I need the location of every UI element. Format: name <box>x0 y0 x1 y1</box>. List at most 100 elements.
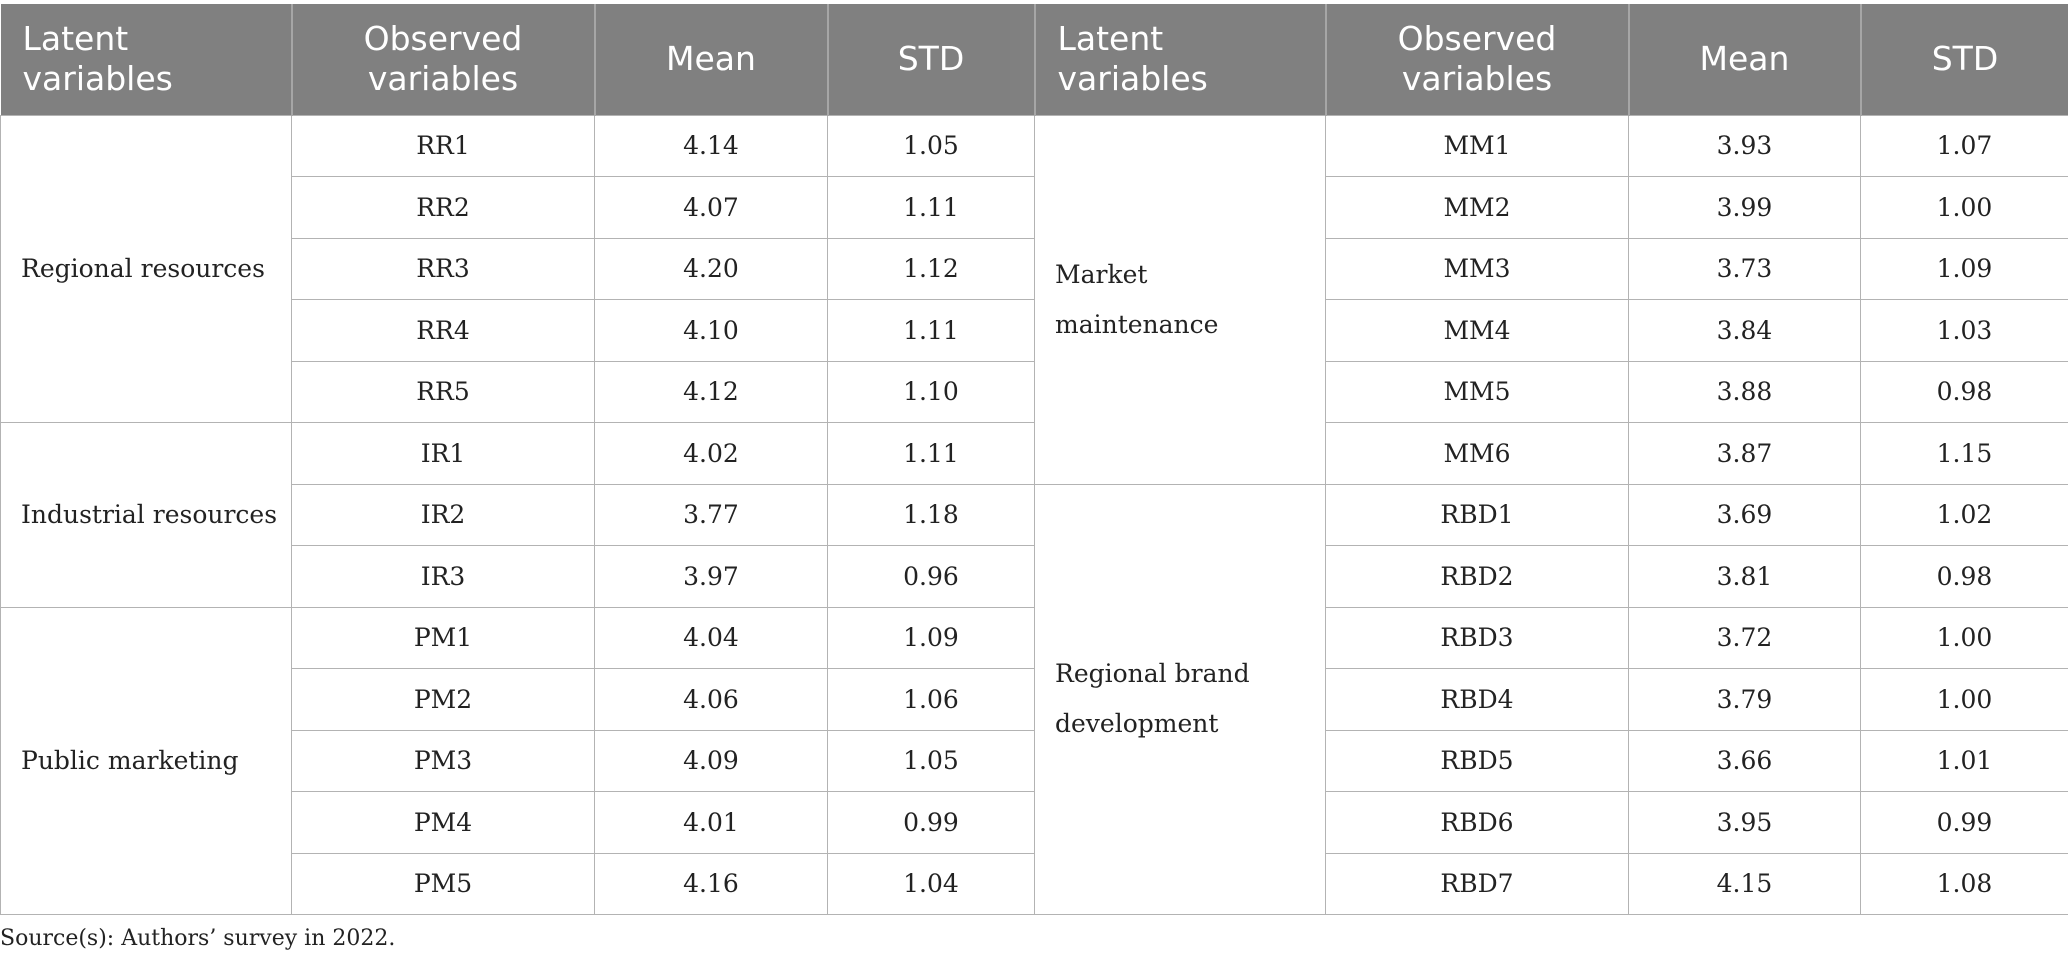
mean-cell: 3.77 <box>594 483 828 546</box>
std-cell: 1.00 <box>1860 606 2068 669</box>
std-cell: 1.00 <box>1860 176 2068 239</box>
table-row: RR2 4.07 1.11 MM2 3.99 1.00 <box>1 176 2068 239</box>
latent-variable-cell: Industrial resources <box>0 422 292 608</box>
std-cell: 1.05 <box>827 729 1035 792</box>
mean-cell: 3.88 <box>1628 360 1861 423</box>
mean-cell: 3.99 <box>1628 176 1861 239</box>
mean-cell: 4.06 <box>594 668 828 731</box>
std-cell: 0.99 <box>1860 791 2068 854</box>
latent-variable-cell: Regional brand development <box>1034 483 1326 915</box>
table-row: Public marketing PM1 4.04 1.09 RBD3 3.72 1.00 <box>0 606 2068 915</box>
mean-cell: 4.16 <box>594 852 828 915</box>
std-cell: 1.11 <box>827 422 1035 485</box>
observed-variable-cell: PM1 <box>291 606 595 669</box>
observed-variable-cell: MM1 <box>1325 114 1629 177</box>
mean-cell: 3.95 <box>1628 791 1861 854</box>
observed-variable-cell: PM2 <box>291 668 595 731</box>
observed-variable-cell: MM5 <box>1325 360 1629 423</box>
table-row: RR4 4.10 1.11 MM4 3.84 1.03 <box>1 299 2068 362</box>
mean-cell: 4.01 <box>594 791 828 854</box>
std-cell: 1.10 <box>827 360 1035 423</box>
observed-variable-cell: RBD1 <box>1325 483 1629 546</box>
std-cell: 1.05 <box>827 114 1035 177</box>
observed-variable-cell: RBD6 <box>1325 791 1629 854</box>
std-cell: 1.09 <box>1860 237 2068 300</box>
observed-variable-cell: IR1 <box>291 422 595 485</box>
latent-variable-cell: Market maintenance <box>1034 114 1326 485</box>
latent-variable-cell: Regional resources <box>0 114 292 423</box>
table-row: PM3 4.09 1.05 RBD5 3.66 1.01 <box>1 729 2068 792</box>
observed-variable-cell: RR1 <box>291 114 595 177</box>
table-row: IR3 3.97 0.96 RBD2 3.81 0.98 <box>1 545 2068 608</box>
std-cell: 1.08 <box>1860 852 2068 915</box>
observed-variable-cell: RR4 <box>291 299 595 362</box>
table-header: Latent variables Observed variables Mean… <box>0 4 2068 115</box>
std-cell: 1.02 <box>1860 483 2068 546</box>
header-latent-variables-left: Latent variables <box>0 4 293 115</box>
observed-variable-cell: RR2 <box>291 176 595 239</box>
mean-cell: 4.14 <box>594 114 828 177</box>
mean-cell: 4.10 <box>594 299 828 362</box>
header-observed-variables-right: Observed variables <box>1325 4 1630 115</box>
std-cell: 1.04 <box>827 852 1035 915</box>
observed-variable-cell: PM5 <box>291 852 595 915</box>
mean-cell: 4.15 <box>1628 852 1861 915</box>
mean-cell: 3.69 <box>1628 483 1861 546</box>
table-row: IR2 3.77 1.18 Regional brand development RBD… <box>1 483 2068 915</box>
statistics-table: Latent variables Observed variables Mean… <box>0 4 2068 915</box>
mean-cell: 3.66 <box>1628 729 1861 792</box>
observed-variable-cell: RBD5 <box>1325 729 1629 792</box>
std-cell: 0.98 <box>1860 360 2068 423</box>
table-row: Industrial resources IR1 4.02 1.11 MM6 3.87 1.… <box>0 422 2068 608</box>
observed-variable-cell: RBD7 <box>1325 852 1629 915</box>
mean-cell: 4.02 <box>594 422 828 485</box>
mean-cell: 3.79 <box>1628 668 1861 731</box>
std-cell: 0.96 <box>827 545 1035 608</box>
header-row: Latent variables Observed variables Mean… <box>0 4 2068 115</box>
std-cell: 0.99 <box>827 791 1035 854</box>
latent-variable-cell: Public marketing <box>0 606 292 915</box>
observed-variable-cell: PM4 <box>291 791 595 854</box>
header-observed-variables-left: Observed variables <box>291 4 596 115</box>
std-cell: 1.00 <box>1860 668 2068 731</box>
mean-cell: 3.97 <box>594 545 828 608</box>
observed-variable-cell: MM2 <box>1325 176 1629 239</box>
header-mean-right: Mean <box>1628 4 1862 115</box>
table-row: PM4 4.01 0.99 RBD6 3.95 0.99 <box>1 791 2068 854</box>
mean-cell: 3.84 <box>1628 299 1861 362</box>
std-cell: 1.07 <box>1860 114 2068 177</box>
mean-cell: 4.20 <box>594 237 828 300</box>
mean-cell: 3.72 <box>1628 606 1861 669</box>
std-cell: 1.15 <box>1860 422 2068 485</box>
observed-variable-cell: RBD3 <box>1325 606 1629 669</box>
table-row: Regional resources RR1 4.14 1.05 Market main… <box>0 114 2068 485</box>
table-row: PM5 4.16 1.04 RBD7 4.15 1.08 <box>1 852 2068 915</box>
std-cell: 1.12 <box>827 237 1035 300</box>
std-cell: 1.03 <box>1860 299 2068 362</box>
table-row: PM2 4.06 1.06 RBD4 3.79 1.00 <box>1 668 2068 731</box>
mean-cell: 3.93 <box>1628 114 1861 177</box>
std-cell: 1.06 <box>827 668 1035 731</box>
observed-variable-cell: MM3 <box>1325 237 1629 300</box>
observed-variable-cell: MM6 <box>1325 422 1629 485</box>
std-cell: 1.11 <box>827 299 1035 362</box>
header-std-right: STD <box>1860 4 2068 115</box>
std-cell: 0.98 <box>1860 545 2068 608</box>
mean-cell: 4.09 <box>594 729 828 792</box>
source-note: Source(s): Authors’ survey in 2022. <box>0 926 396 951</box>
observed-variable-cell: RBD2 <box>1325 545 1629 608</box>
observed-variable-cell: RBD4 <box>1325 668 1629 731</box>
observed-variable-cell: IR2 <box>291 483 595 546</box>
table-row: RR5 4.12 1.10 MM5 3.88 0.98 <box>1 360 2068 423</box>
std-cell: 1.09 <box>827 606 1035 669</box>
observed-variable-cell: RR5 <box>291 360 595 423</box>
mean-cell: 4.04 <box>594 606 828 669</box>
mean-cell: 4.12 <box>594 360 828 423</box>
mean-cell: 3.73 <box>1628 237 1861 300</box>
observed-variable-cell: IR3 <box>291 545 595 608</box>
header-mean-left: Mean <box>594 4 829 115</box>
header-std-left: STD <box>827 4 1036 115</box>
mean-cell: 4.07 <box>594 176 828 239</box>
table-body: Regional resources RR1 4.14 1.05 Market main… <box>0 114 2068 915</box>
std-cell: 1.18 <box>827 483 1035 546</box>
